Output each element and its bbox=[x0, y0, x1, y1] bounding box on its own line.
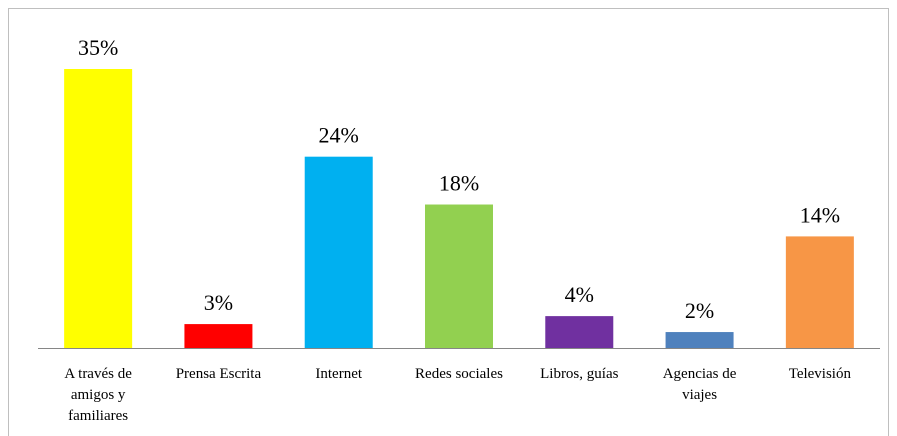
category-label: Internet bbox=[315, 366, 362, 382]
category-labels-layer: A través de amigos y familiares Prensa Escr… bbox=[64, 366, 851, 424]
bar-value-label: 2% bbox=[685, 298, 714, 323]
bars-layer bbox=[64, 69, 854, 348]
value-labels-layer: 35% 3% 24% 18% 4% 2% 14% bbox=[78, 35, 840, 323]
bar bbox=[64, 69, 133, 348]
bar bbox=[425, 204, 493, 348]
bar-value-label: 24% bbox=[319, 123, 359, 148]
bar-value-label: 14% bbox=[800, 202, 840, 227]
category-label: Libros, guías bbox=[540, 366, 618, 382]
category-label: A través de amigos y familiares bbox=[64, 366, 132, 424]
bar bbox=[304, 156, 373, 348]
chart-border bbox=[8, 8, 889, 436]
bar-value-label: 4% bbox=[565, 282, 594, 307]
bar-value-label: 35% bbox=[78, 35, 118, 60]
category-label: Redes sociales bbox=[415, 366, 503, 382]
bar-value-label: 18% bbox=[439, 171, 479, 196]
bar bbox=[184, 324, 253, 348]
bar bbox=[785, 236, 854, 348]
bar bbox=[545, 316, 614, 348]
category-label: Televisión bbox=[789, 366, 852, 382]
category-label: Agencias de viajes bbox=[663, 366, 737, 403]
category-label: Prensa Escrita bbox=[176, 366, 262, 382]
bar-value-label: 3% bbox=[204, 290, 233, 315]
bar bbox=[665, 332, 734, 348]
